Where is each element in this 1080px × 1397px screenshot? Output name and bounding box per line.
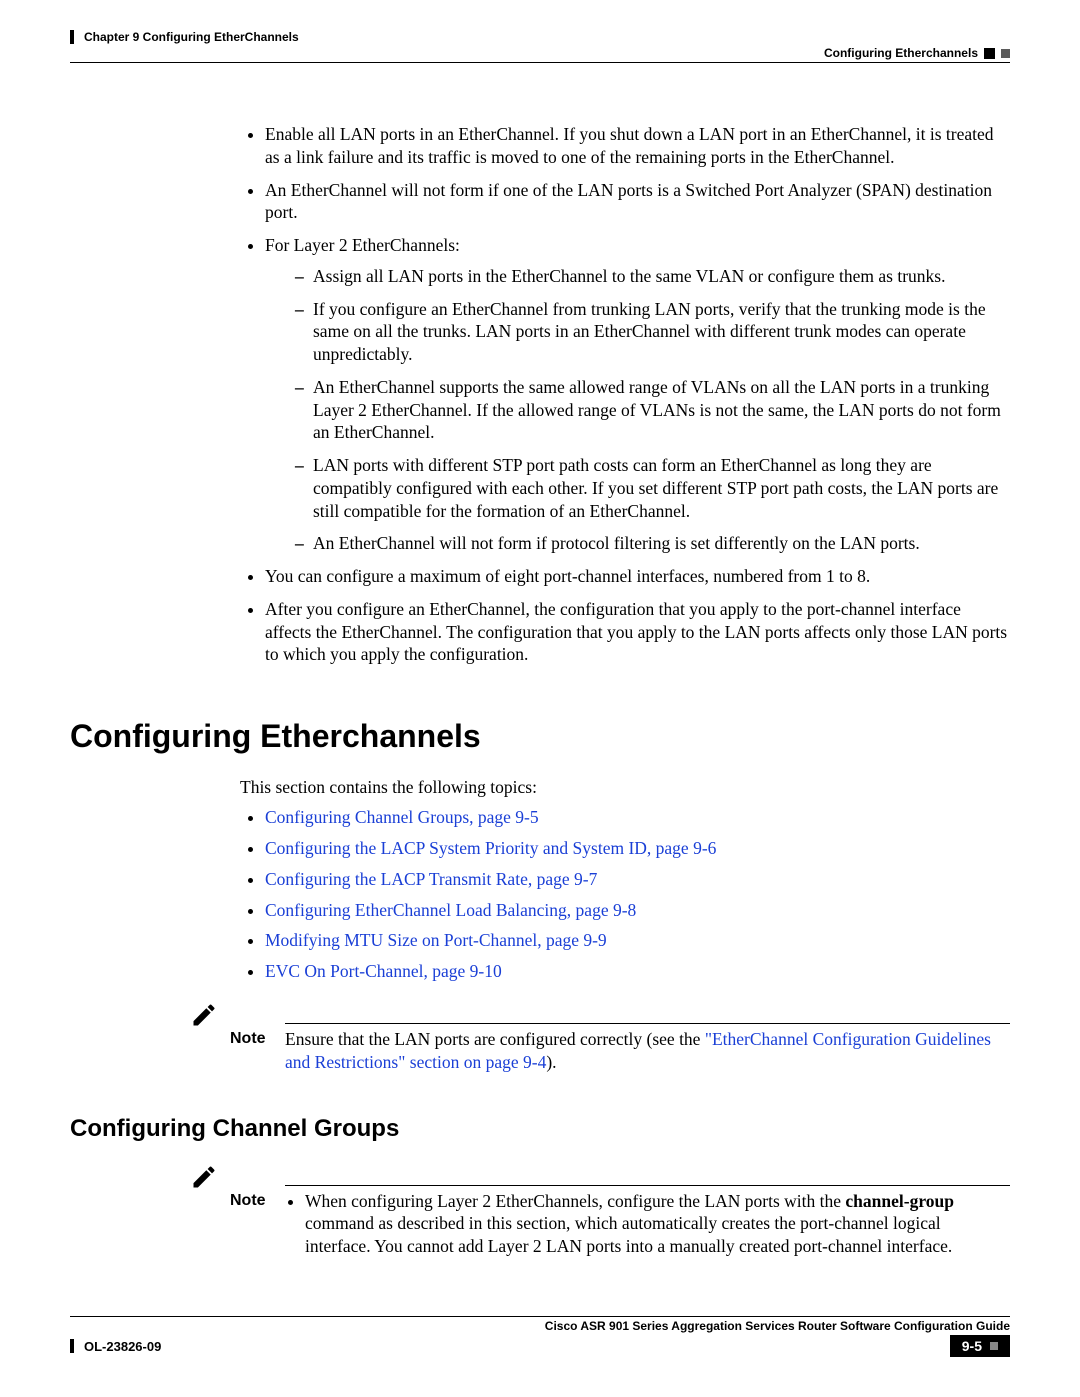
- link-load-balancing[interactable]: Configuring EtherChannel Load Balancing,…: [265, 900, 636, 920]
- section-heading: Configuring Etherchannels: [70, 716, 1010, 758]
- chapter-label: Chapter 9 Configuring EtherChannels: [84, 30, 299, 44]
- list-item-text: For Layer 2 EtherChannels:: [265, 235, 460, 255]
- note-text-suffix: ).: [546, 1052, 556, 1072]
- list-item: Enable all LAN ports in an EtherChannel.…: [265, 123, 1010, 169]
- link-lacp-priority[interactable]: Configuring the LACP System Priority and…: [265, 838, 716, 858]
- note-block: Note Ensure that the LAN ports are confi…: [190, 1001, 1010, 1074]
- list-item: For Layer 2 EtherChannels: Assign all LA…: [265, 234, 1010, 555]
- sub-list-item: Assign all LAN ports in the EtherChannel…: [295, 265, 1010, 288]
- note-text-prefix: When configuring Layer 2 EtherChannels, …: [305, 1191, 845, 1211]
- sub-list-item: If you configure an EtherChannel from tr…: [295, 298, 1010, 366]
- note-body: When configuring Layer 2 EtherChannels, …: [285, 1185, 1010, 1266]
- note-label: Note: [230, 1163, 285, 1212]
- link-evc-port-channel[interactable]: EVC On Port-Channel, page 9-10: [265, 961, 502, 981]
- list-item: Configuring Channel Groups, page 9-5: [265, 806, 1010, 829]
- sub-list: Assign all LAN ports in the EtherChannel…: [265, 265, 1010, 555]
- note-body: Ensure that the LAN ports are configured…: [285, 1023, 1010, 1074]
- page-number: 9-5: [962, 1338, 982, 1354]
- section-label: Configuring Etherchannels: [824, 46, 978, 60]
- sub-list-item: LAN ports with different STP port path c…: [295, 454, 1010, 522]
- note-list-item: When configuring Layer 2 EtherChannels, …: [305, 1190, 1010, 1258]
- footer-docid: OL-23826-09: [84, 1339, 161, 1354]
- note-text-prefix: Ensure that the LAN ports are configured…: [285, 1029, 705, 1049]
- command-name: channel-group: [845, 1191, 954, 1211]
- page-footer: Cisco ASR 901 Series Aggregation Service…: [70, 1316, 1010, 1357]
- list-item: After you configure an EtherChannel, the…: [265, 598, 1010, 666]
- sub-list-item: An EtherChannel supports the same allowe…: [295, 376, 1010, 444]
- guidelines-list: Enable all LAN ports in an EtherChannel.…: [70, 123, 1010, 666]
- topic-links-list: Configuring Channel Groups, page 9-5 Con…: [70, 806, 1010, 983]
- list-item: Modifying MTU Size on Port-Channel, page…: [265, 929, 1010, 952]
- intro-text: This section contains the following topi…: [240, 776, 1010, 799]
- link-channel-groups[interactable]: Configuring Channel Groups, page 9-5: [265, 807, 539, 827]
- link-lacp-transmit[interactable]: Configuring the LACP Transmit Rate, page…: [265, 869, 597, 889]
- list-item: Configuring the LACP Transmit Rate, page…: [265, 868, 1010, 891]
- list-item: EVC On Port-Channel, page 9-10: [265, 960, 1010, 983]
- footer-guide-title: Cisco ASR 901 Series Aggregation Service…: [545, 1319, 1010, 1333]
- link-mtu-size[interactable]: Modifying MTU Size on Port-Channel, page…: [265, 930, 607, 950]
- page-number-badge: 9-5: [950, 1335, 1010, 1357]
- subsection-heading: Configuring Channel Groups: [70, 1113, 1010, 1144]
- list-item: An EtherChannel will not form if one of …: [265, 179, 1010, 225]
- note-block: Note When configuring Layer 2 EtherChann…: [190, 1163, 1010, 1266]
- content-body: Enable all LAN ports in an EtherChannel.…: [70, 123, 1010, 1266]
- note-text-suffix: command as described in this section, wh…: [305, 1213, 952, 1256]
- header-section: Configuring Etherchannels: [70, 46, 1010, 63]
- pencil-icon: [190, 1163, 230, 1195]
- list-item: Configuring EtherChannel Load Balancing,…: [265, 899, 1010, 922]
- note-label: Note: [230, 1001, 285, 1050]
- header-chapter: Chapter 9 Configuring EtherChannels: [70, 30, 1010, 44]
- sub-list-item: An EtherChannel will not form if protoco…: [295, 532, 1010, 555]
- list-item: You can configure a maximum of eight por…: [265, 565, 1010, 588]
- pencil-icon: [190, 1001, 230, 1033]
- list-item: Configuring the LACP System Priority and…: [265, 837, 1010, 860]
